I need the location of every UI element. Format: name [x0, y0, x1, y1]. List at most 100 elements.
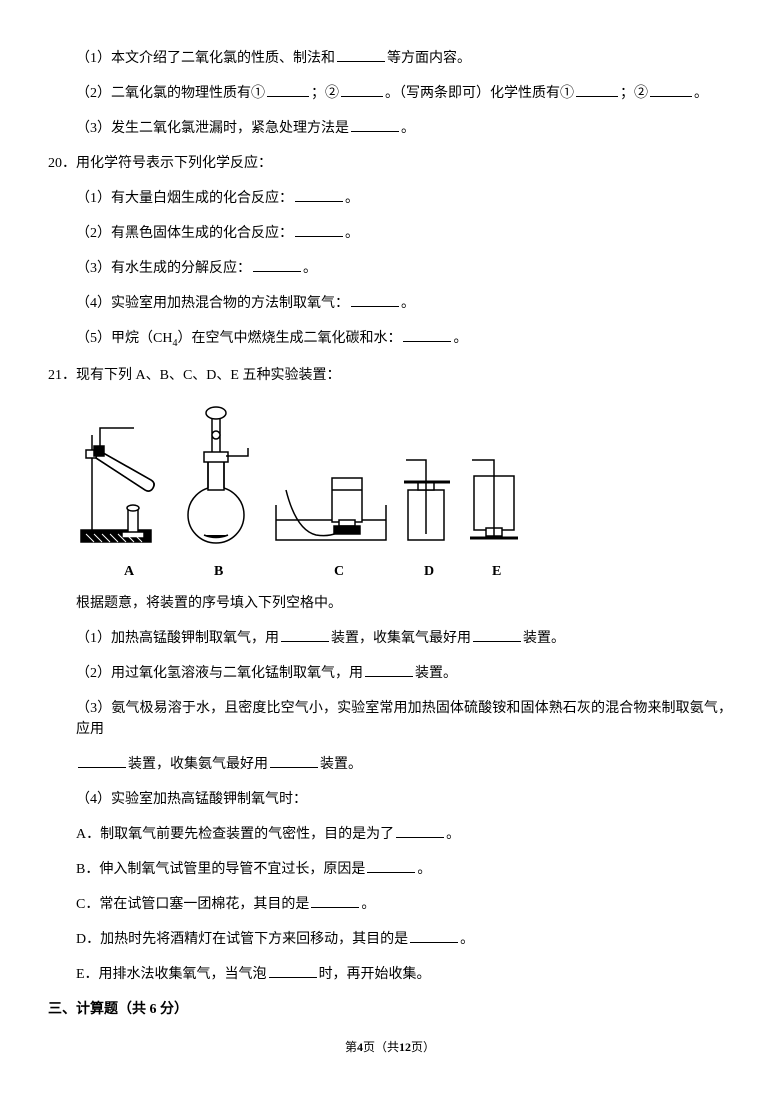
text: （5）甲烷（CH: [76, 331, 172, 346]
page-footer: 第4页（共12页）: [48, 1038, 732, 1056]
q21-parte: E．用排水法收集氧气，当气泡 时，再开始收集。: [48, 964, 732, 985]
blank[interactable]: [337, 48, 385, 62]
text: 。: [453, 331, 467, 346]
q20-part2: （2）有黑色固体生成的化合反应： 。: [48, 223, 732, 244]
blank[interactable]: [267, 83, 309, 97]
q21-intro: 根据题意，将装置的序号填入下列空格中。: [48, 593, 732, 614]
q21-part3b: 装置，收集氨气最好用装置。: [48, 754, 732, 775]
blank[interactable]: [365, 663, 413, 677]
text: （2）有黑色固体生成的化合反应：: [76, 226, 293, 241]
apparatus-labels: A B C D E: [48, 561, 732, 579]
blank[interactable]: [367, 859, 415, 873]
q20-stem: 20．用化学符号表示下列化学反应：: [48, 153, 732, 174]
text: 装置。: [415, 666, 457, 681]
text: （1）加热高锰酸钾制取氧气，用: [76, 631, 279, 646]
q20-part1: （1）有大量白烟生成的化合反应： 。: [48, 188, 732, 209]
label-c: C: [334, 561, 344, 582]
blank[interactable]: [295, 223, 343, 237]
blank[interactable]: [78, 754, 126, 768]
text: ；②: [311, 86, 339, 101]
q20-part3: （3）有水生成的分解反应：。: [48, 258, 732, 279]
text: （1）有大量白烟生成的化合反应：: [76, 191, 293, 206]
text: 。: [303, 261, 317, 276]
apparatus-d-icon: [404, 460, 450, 540]
text: E．用排水法收集氧气，当气泡: [76, 967, 267, 982]
question-number: 21．: [48, 368, 76, 383]
apparatus-b-icon: [188, 407, 248, 543]
blank[interactable]: [351, 118, 399, 132]
text: （2）用过氧化氢溶液与二氧化锰制取氧气，用: [76, 666, 363, 681]
q21-stem: 21．现有下列 A、B、C、D、E 五种实验装置：: [48, 365, 732, 386]
text: 用化学符号表示下列化学反应：: [76, 156, 272, 171]
text: （3）氨气极易溶于水，且密度比空气小，实验室常用加热固体硫酸铵和固体熟石灰的混合…: [76, 701, 732, 737]
text: B．伸入制氧气试管里的导管不宜过长，原因是: [76, 862, 365, 877]
blank[interactable]: [311, 894, 359, 908]
text: D．加热时先将酒精灯在试管下方来回移动，其目的是: [76, 932, 408, 947]
text: A．制取氧气前要先检查装置的气密性，目的是为了: [76, 827, 394, 842]
q20-part5: （5）甲烷（CH4）在空气中燃烧生成二氧化碳和水：。: [48, 328, 732, 351]
text: 。: [401, 121, 415, 136]
page-total: 12: [399, 1040, 411, 1054]
text: （4）实验室加热高锰酸钾制氧气时：: [76, 792, 307, 807]
label-d: D: [424, 561, 434, 582]
text: 装置。: [320, 757, 362, 772]
text: 。: [694, 86, 708, 101]
blank[interactable]: [341, 83, 383, 97]
apparatus-e-icon: [470, 460, 518, 538]
text: C．常在试管口塞一团棉花，其目的是: [76, 897, 309, 912]
text: （2）二氧化氯的物理性质有①: [76, 86, 265, 101]
question-number: 20．: [48, 156, 76, 171]
q21-part4: （4）实验室加热高锰酸钾制氧气时：: [48, 789, 732, 810]
q21-part2: （2）用过氧化氢溶液与二氧化锰制取氧气，用 装置。: [48, 663, 732, 684]
section-title: 三、计算题（共 6 分）: [48, 999, 732, 1020]
blank[interactable]: [269, 964, 317, 978]
q21-partb: B．伸入制氧气试管里的导管不宜过长，原因是 。: [48, 859, 732, 880]
blank[interactable]: [270, 754, 318, 768]
text: 装置，收集氧气最好用: [331, 631, 471, 646]
apparatus-a-icon: [81, 428, 154, 542]
apparatus-figure: [76, 400, 732, 555]
text: （3）发生二氧化氯泄漏时，紧急处理方法是: [76, 121, 349, 136]
blank[interactable]: [473, 628, 521, 642]
apparatus-c-icon: [276, 478, 386, 540]
blank[interactable]: [403, 328, 451, 342]
label-e: E: [492, 561, 501, 582]
q20-part4: （4）实验室用加热混合物的方法制取氧气： 。: [48, 293, 732, 314]
blank[interactable]: [253, 258, 301, 272]
text: （1）本文介绍了二氧化氯的性质、制法和: [76, 51, 335, 66]
blank[interactable]: [576, 83, 618, 97]
blank[interactable]: [295, 188, 343, 202]
text: 。: [417, 862, 431, 877]
label-b: B: [214, 561, 223, 582]
label-a: A: [124, 561, 134, 582]
text: 时，再开始收集。: [319, 967, 431, 982]
text: 。: [401, 296, 415, 311]
q19-part2: （2）二氧化氯的物理性质有① ；② 。（写两条即可）化学性质有① ；② 。: [48, 83, 732, 104]
q19-part1: （1）本文介绍了二氧化氯的性质、制法和等方面内容。: [48, 48, 732, 69]
text: （4）实验室用加热混合物的方法制取氧气：: [76, 296, 349, 311]
text: 。: [345, 191, 359, 206]
text: 装置。: [523, 631, 565, 646]
text: 根据题意，将装置的序号填入下列空格中。: [76, 596, 342, 611]
q21-parta: A．制取氧气前要先检查装置的气密性，目的是为了 。: [48, 824, 732, 845]
text: 。: [361, 897, 375, 912]
q21-partc: C．常在试管口塞一团棉花，其目的是 。: [48, 894, 732, 915]
text: 第: [345, 1040, 357, 1054]
text: 现有下列 A、B、C、D、E 五种实验装置：: [76, 368, 340, 383]
text: ；②: [620, 86, 648, 101]
q21-partd: D．加热时先将酒精灯在试管下方来回移动，其目的是 。: [48, 929, 732, 950]
text: 页）: [411, 1040, 435, 1054]
blank[interactable]: [351, 293, 399, 307]
q19-part3: （3）发生二氧化氯泄漏时，紧急处理方法是 。: [48, 118, 732, 139]
text: 。: [460, 932, 474, 947]
blank[interactable]: [650, 83, 692, 97]
text: ）在空气中燃烧生成二氧化碳和水：: [177, 331, 401, 346]
text: 。（写两条即可）化学性质有①: [385, 86, 574, 101]
blank[interactable]: [396, 824, 444, 838]
text: 。: [345, 226, 359, 241]
blank[interactable]: [281, 628, 329, 642]
text: 。: [446, 827, 460, 842]
q21-part1: （1）加热高锰酸钾制取氧气，用 装置，收集氧气最好用 装置。: [48, 628, 732, 649]
q21-part3a: （3）氨气极易溶于水，且密度比空气小，实验室常用加热固体硫酸铵和固体熟石灰的混合…: [48, 698, 732, 740]
blank[interactable]: [410, 929, 458, 943]
